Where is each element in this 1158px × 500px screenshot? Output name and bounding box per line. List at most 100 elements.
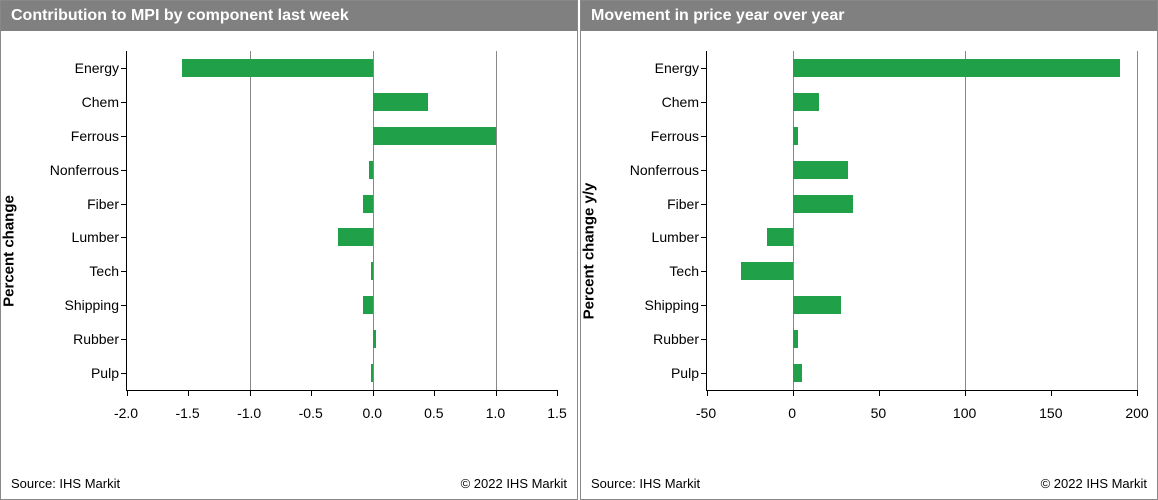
x-tickmark xyxy=(1137,390,1138,396)
plot-left: EnergyChemFerrousNonferrousFiberLumberTe… xyxy=(126,51,557,421)
y-tickmark xyxy=(121,373,127,374)
gridline xyxy=(496,51,497,390)
category-label: Shipping xyxy=(65,297,128,313)
x-tick-label: 1.5 xyxy=(547,405,566,421)
x-tickmark xyxy=(557,390,558,396)
y-tickmark xyxy=(701,373,707,374)
gridline xyxy=(250,51,251,390)
panel-right: Movement in price year over year Percent… xyxy=(580,0,1158,500)
y-tickmark xyxy=(701,271,707,272)
x-tickmark xyxy=(373,390,374,396)
panel-title: Contribution to MPI by component last we… xyxy=(1,1,577,31)
x-tick-label: -1.0 xyxy=(237,405,261,421)
bar xyxy=(793,296,841,314)
bar xyxy=(369,161,373,179)
category-label: Nonferrous xyxy=(630,162,707,178)
y-tickmark xyxy=(121,170,127,171)
bar xyxy=(793,127,798,145)
bar xyxy=(793,195,853,213)
y-tickmark xyxy=(121,68,127,69)
x-tickmark xyxy=(250,390,251,396)
x-tick-label: 0.0 xyxy=(363,405,382,421)
copyright-text: © 2022 IHS Markit xyxy=(461,476,567,491)
x-tickmark xyxy=(434,390,435,396)
category-label: Rubber xyxy=(73,331,127,347)
y-tickmark xyxy=(701,339,707,340)
bar xyxy=(182,59,372,77)
x-tick-label: -0.5 xyxy=(299,405,323,421)
x-tick-label: -1.5 xyxy=(176,405,200,421)
y-tickmark xyxy=(121,339,127,340)
x-tick-label: -50 xyxy=(696,405,716,421)
y-tickmark xyxy=(701,237,707,238)
y-tickmark xyxy=(701,204,707,205)
panel-footer: Source: IHS Markit © 2022 IHS Markit xyxy=(581,470,1157,499)
y-axis-label: Percent change y/y xyxy=(581,182,598,319)
x-tick-label: 150 xyxy=(1039,405,1062,421)
category-label: Nonferrous xyxy=(50,162,127,178)
y-tickmark xyxy=(701,68,707,69)
category-label: Shipping xyxy=(645,297,708,313)
category-label: Ferrous xyxy=(651,128,707,144)
x-tickmark xyxy=(1051,390,1052,396)
panel-left: Contribution to MPI by component last we… xyxy=(0,0,578,500)
x-tick-label: 50 xyxy=(871,405,887,421)
gridline xyxy=(965,51,966,390)
x-tickmark xyxy=(879,390,880,396)
x-tickmark xyxy=(127,390,128,396)
x-tickmark xyxy=(496,390,497,396)
x-tick-label: 0.5 xyxy=(424,405,443,421)
bar xyxy=(373,93,428,111)
y-tickmark xyxy=(701,136,707,137)
chart-container: Contribution to MPI by component last we… xyxy=(0,0,1158,500)
category-label: Lumber xyxy=(652,229,707,245)
chart-area-right: Percent change y/y EnergyChemFerrousNonf… xyxy=(581,31,1157,470)
x-tick-label: 0 xyxy=(788,405,796,421)
category-label: Rubber xyxy=(653,331,707,347)
category-label: Lumber xyxy=(72,229,127,245)
gridline xyxy=(1137,51,1138,390)
category-label: Ferrous xyxy=(71,128,127,144)
bar xyxy=(793,330,798,348)
bar xyxy=(793,93,819,111)
x-tick-label: 200 xyxy=(1125,405,1148,421)
y-tickmark xyxy=(121,237,127,238)
x-tickmark xyxy=(707,390,708,396)
y-tickmark xyxy=(701,170,707,171)
bar xyxy=(793,59,1120,77)
bar xyxy=(741,262,793,280)
bar xyxy=(767,228,793,246)
bar xyxy=(373,127,496,145)
copyright-text: © 2022 IHS Markit xyxy=(1041,476,1147,491)
bar xyxy=(793,161,848,179)
y-tickmark xyxy=(121,136,127,137)
x-tickmark xyxy=(188,390,189,396)
x-tickmark xyxy=(965,390,966,396)
y-tickmark xyxy=(121,102,127,103)
y-tickmark xyxy=(121,204,127,205)
y-tickmark xyxy=(701,305,707,306)
bar xyxy=(363,296,373,314)
chart-area-left: Percent change EnergyChemFerrousNonferro… xyxy=(1,31,577,470)
bar xyxy=(793,364,802,382)
panel-title: Movement in price year over year xyxy=(581,1,1157,31)
panel-footer: Source: IHS Markit © 2022 IHS Markit xyxy=(1,470,577,499)
x-tick-label: -2.0 xyxy=(114,405,138,421)
bar xyxy=(363,195,373,213)
category-label: Energy xyxy=(75,60,127,76)
x-tickmark xyxy=(311,390,312,396)
y-tickmark xyxy=(701,102,707,103)
category-label: Energy xyxy=(655,60,707,76)
x-tick-label: 100 xyxy=(953,405,976,421)
y-tickmark xyxy=(121,305,127,306)
y-axis-label: Percent change xyxy=(1,195,18,307)
x-tickmark xyxy=(793,390,794,396)
x-tick-label: 1.0 xyxy=(486,405,505,421)
bar xyxy=(373,330,377,348)
source-text: Source: IHS Markit xyxy=(591,476,700,491)
bar xyxy=(338,228,372,246)
bar xyxy=(371,262,372,280)
plot-right: EnergyChemFerrousNonferrousFiberLumberTe… xyxy=(706,51,1137,421)
bar xyxy=(371,364,372,382)
source-text: Source: IHS Markit xyxy=(11,476,120,491)
